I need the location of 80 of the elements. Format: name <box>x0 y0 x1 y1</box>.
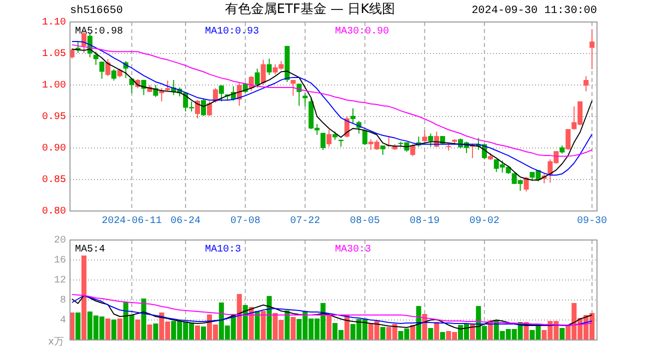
candlestick <box>410 144 416 157</box>
y-tick-label: 0.90 <box>42 144 66 155</box>
candlestick <box>350 108 356 124</box>
candlestick <box>200 98 206 116</box>
text: 2024-09-30 11:30:00 <box>472 5 597 17</box>
candlestick <box>422 130 428 142</box>
bar <box>81 256 86 340</box>
y-tick-label: 16 <box>54 256 66 267</box>
candlestick <box>254 68 260 88</box>
candlestick <box>260 59 266 86</box>
series-label: MA5:0.98 <box>75 26 124 38</box>
candlestick <box>165 80 170 92</box>
candlestick <box>302 92 308 107</box>
bar <box>260 311 266 340</box>
bar <box>153 324 158 340</box>
bar <box>434 322 440 340</box>
bar <box>380 327 386 340</box>
bar <box>135 320 140 340</box>
candlestick <box>590 29 595 70</box>
x-tick-label: 08-19 <box>410 216 440 227</box>
y-axis-title: x万 <box>48 336 64 348</box>
chart-subtitle: sh516650 <box>70 5 123 17</box>
y-tick-label: 20 <box>54 236 66 247</box>
candlestick <box>326 129 332 148</box>
y-tick-label: 12 <box>54 276 66 287</box>
y-tick-label: 1.00 <box>42 80 66 92</box>
candlestick <box>206 100 212 116</box>
y-tick-label: 1.10 <box>42 18 66 29</box>
y-tick-label: 0.95 <box>42 112 66 124</box>
bar <box>111 320 116 340</box>
text: MA30:0.90 <box>335 26 390 38</box>
x-tick-label: 06-24 <box>170 216 201 227</box>
text: MA5:4 <box>75 244 106 256</box>
y-tick-label: 1.05 <box>42 49 66 60</box>
bar <box>410 325 416 340</box>
bar <box>242 305 248 340</box>
bar <box>236 294 242 340</box>
candlestick <box>105 58 110 77</box>
y-tick-label: 0.85 <box>42 175 66 186</box>
bar <box>195 326 200 340</box>
x-tick-label: 07-22 <box>290 216 320 227</box>
candlestick <box>524 176 529 192</box>
x-tick-label: 09-30 <box>577 216 608 227</box>
candlestick <box>111 68 116 82</box>
candlestick <box>266 58 272 76</box>
y-tick-label: 8 <box>60 296 66 307</box>
candlestick <box>566 128 571 150</box>
y-tick-label: 4 <box>60 316 66 327</box>
bar <box>428 328 434 340</box>
bar <box>440 332 446 340</box>
bar <box>284 310 290 340</box>
candlestick <box>99 61 104 80</box>
bar <box>254 311 260 340</box>
bar <box>75 312 80 340</box>
bar <box>147 324 152 340</box>
bar <box>416 306 422 340</box>
candlestick <box>428 133 434 148</box>
x-tick-label: 2024-06-11 <box>102 216 162 227</box>
bar <box>200 326 206 340</box>
text: MA10:3 <box>205 244 242 256</box>
bar <box>117 318 122 340</box>
bar <box>326 315 332 340</box>
candlestick <box>296 83 302 106</box>
x-tick-label: 09-02 <box>469 216 500 227</box>
candlestick <box>290 79 296 96</box>
bar <box>560 328 565 340</box>
bar <box>105 318 110 340</box>
bar <box>290 317 296 340</box>
chart-title: 有色金属ETF基金 — 日K线图 <box>224 2 396 17</box>
bar <box>141 298 146 340</box>
text: MA10:0.93 <box>205 26 260 38</box>
candlestick <box>584 76 589 92</box>
bar <box>266 296 272 340</box>
candlestick <box>362 130 368 146</box>
x-tick-label: 08-05 <box>350 216 380 227</box>
y-tick-label: 0.80 <box>42 206 66 218</box>
candlestick <box>218 84 224 102</box>
x-tick-label: 07-08 <box>230 216 260 227</box>
candlestick <box>320 132 326 150</box>
text: MA30:3 <box>335 244 372 256</box>
